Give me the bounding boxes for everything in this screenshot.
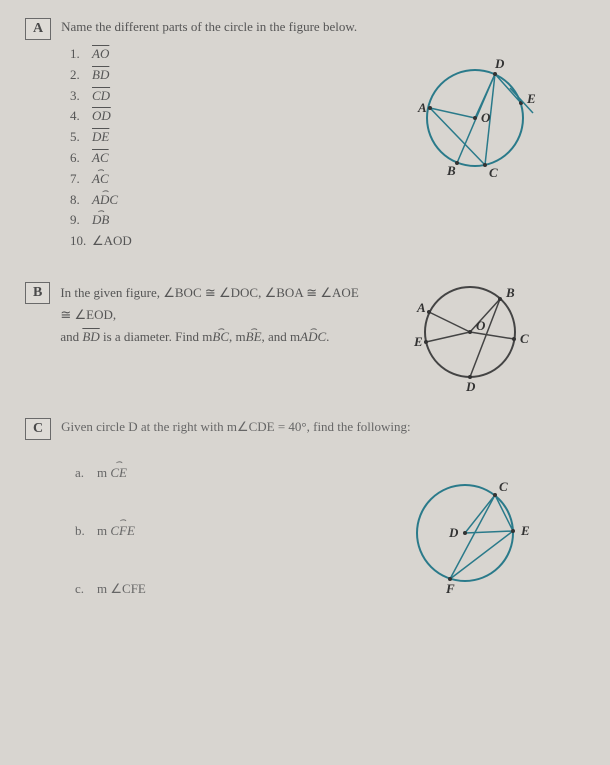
b-l2a: and (60, 329, 82, 344)
section-b-label: B (25, 282, 50, 304)
section-a: A Name the different parts of the circle… (25, 18, 585, 252)
b-adc: ADC (300, 329, 326, 344)
svg-text:E: E (413, 334, 423, 349)
b-be: BE (246, 329, 262, 344)
section-c-title: Given circle D at the right with m∠CDE =… (61, 419, 410, 434)
section-a-title: Name the different parts of the circle i… (61, 19, 357, 34)
b-l2e: , m (229, 329, 246, 344)
section-b: B In the given figure, ∠BOC ≅ ∠DOC, ∠BOA… (25, 282, 585, 348)
figure-c: C E F D (405, 473, 545, 608)
svg-text:O: O (481, 110, 491, 125)
b-bc: BC (212, 329, 229, 344)
svg-text:E: E (526, 91, 536, 106)
section-b-text: In the given figure, ∠BOC ≅ ∠DOC, ∠BOA ≅… (60, 282, 360, 348)
svg-text:C: C (489, 165, 498, 180)
b-l2i: . (326, 329, 329, 344)
list-item: 9.DB (70, 210, 585, 231)
list-item: 10.∠AOD (70, 231, 585, 252)
svg-text:F: F (445, 581, 455, 596)
svg-text:B: B (505, 285, 515, 300)
svg-text:D: D (448, 525, 459, 540)
b-line1: In the given figure, ∠BOC ≅ ∠DOC, ∠BOA ≅… (60, 285, 358, 322)
b-l2g: , and m (262, 329, 301, 344)
section-c: C Given circle D at the right with m∠CDE… (25, 418, 585, 597)
b-bd: BD (82, 329, 99, 344)
svg-text:B: B (446, 163, 456, 178)
svg-text:O: O (476, 318, 486, 333)
svg-text:D: D (465, 379, 476, 394)
svg-text:C: C (499, 479, 508, 494)
svg-text:D: D (494, 56, 505, 71)
svg-text:E: E (520, 523, 530, 538)
svg-text:A: A (417, 100, 427, 115)
b-l2c: is a diameter. Find m (100, 329, 213, 344)
figure-a: A B C D E O (415, 58, 555, 193)
svg-text:C: C (520, 331, 529, 346)
svg-text:A: A (416, 300, 426, 315)
figure-b: A B C D E O (415, 277, 555, 412)
section-c-label: C (25, 418, 51, 440)
section-a-label: A (25, 18, 51, 40)
